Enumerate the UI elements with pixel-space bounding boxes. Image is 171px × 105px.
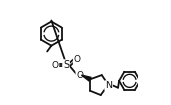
- Text: O: O: [51, 61, 58, 70]
- Text: O: O: [74, 55, 81, 64]
- Polygon shape: [81, 75, 91, 81]
- Text: S: S: [63, 60, 69, 70]
- Text: O: O: [76, 71, 83, 80]
- Text: N: N: [105, 81, 112, 90]
